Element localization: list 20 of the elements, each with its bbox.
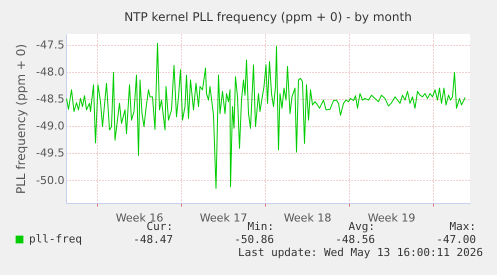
y-tick-label: -48.5 xyxy=(36,92,64,106)
text: Min: xyxy=(248,220,274,233)
chart-title: NTP kernel PLL frequency (ppm + 0) - by month xyxy=(124,10,412,24)
y-axis-title: PLL frequency (ppm + 0) xyxy=(14,44,28,194)
x-tick-label: Week 18 xyxy=(284,212,332,224)
y-tick-label: -47.5 xyxy=(36,38,64,52)
text: Last update: Wed May 13 16:00:11 2026 xyxy=(238,246,483,259)
text: -48.47 xyxy=(133,233,173,246)
text: Cur: xyxy=(146,220,173,233)
text: -50.86 xyxy=(234,233,274,246)
text: -47.00 xyxy=(436,233,476,246)
y-tick-label: -48.0 xyxy=(36,65,64,78)
text: Max: xyxy=(450,220,476,233)
y-tick-label: -49.5 xyxy=(36,146,64,160)
line-series xyxy=(66,42,466,189)
text: -48.56 xyxy=(335,233,375,246)
y-tick-label: -50.0 xyxy=(36,174,64,187)
y-tick-label: -49.0 xyxy=(36,120,64,133)
legend-label: pll-freq xyxy=(29,232,82,246)
x-tick-label: Week 17 xyxy=(200,212,248,224)
